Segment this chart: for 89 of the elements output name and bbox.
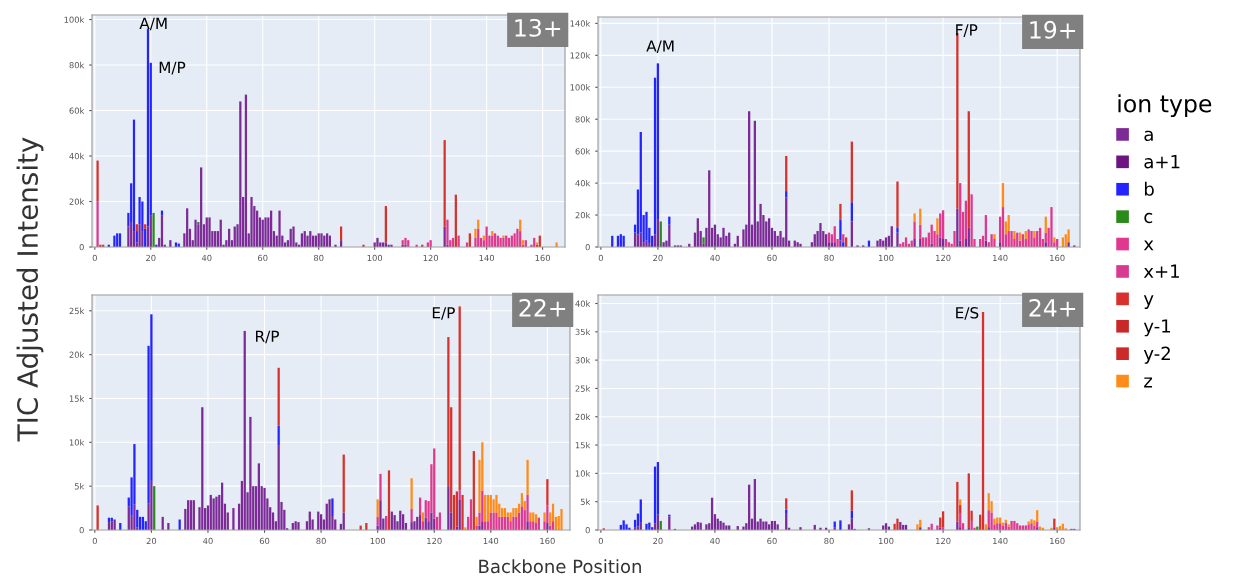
legend-label: z [1144,377,1153,388]
x-tick-label: 160 [1050,254,1065,262]
x-tick-label: 0 [92,537,97,545]
y-tick-label: 60k [69,107,85,114]
y-tick-label: 80k [575,116,591,123]
y-tick-label: 20k [69,351,85,358]
y-tick-label: 15k [575,441,591,449]
annotation: M/P [159,61,186,75]
y-tick-label: 20k [69,198,85,205]
y-tick-label: 30k [575,356,591,364]
annotation: E/P [432,307,455,320]
x-tick-label: 140 [993,254,1008,262]
legend-label: c [1144,212,1153,224]
y-tick-label: 40k [575,300,591,307]
x-tick-label: 160 [1050,537,1065,545]
y-tick-label: 0 [585,243,590,251]
x-tick-label: 80 [313,254,324,262]
x-tick-label: 40 [201,254,212,262]
x-tick-label: 100 [879,254,894,262]
y-tick-label: 20k [575,413,591,421]
y-tick-label: 100k [64,16,85,23]
x-tick-label: 0 [598,254,603,262]
y-tick-label: 5k [580,498,591,505]
y-tick-label: 120k [570,52,591,59]
legend-label: a+1 [1144,154,1180,169]
y-tick-label: 10k [69,439,85,446]
y-tick-label: 60k [575,148,591,155]
annotation: E/S [956,307,979,320]
x-tick-label: 80 [824,254,834,262]
annotation: 22+ [519,298,566,317]
x-tick-label: 20 [653,254,663,262]
x-tick-label: 0 [92,254,97,262]
x-tick-label: 140 [993,537,1008,545]
x-tick-label: 20 [146,254,156,262]
x-tick-label: 140 [483,537,499,545]
legend-label: x [1143,240,1154,251]
x-tick-label: 60 [259,537,270,545]
x-tick-label: 120 [423,254,439,262]
annotation: 19+ [1030,20,1076,39]
legend-label: b [1144,181,1154,196]
y-tick-label: 40k [69,152,85,160]
annotation: F/P [956,24,978,37]
x-tick-label: 60 [767,254,777,262]
legend-label: y-2 [1143,346,1170,364]
y-tick-label: 0 [79,243,84,251]
x-tick-label: 100 [370,537,386,545]
x-tick-label: 60 [767,537,777,545]
x-tick-label: 100 [367,254,383,262]
x-tick-label: 120 [936,537,951,545]
legend-title: ion type [1118,94,1212,118]
x-axis-title: Backbone Position [479,559,641,574]
y-tick-label: 35k [575,328,591,336]
x-tick-label: 40 [710,254,720,262]
x-tick-label: 80 [824,537,834,545]
y-tick-label: 0 [585,526,590,534]
y-tick-label: 0 [79,526,84,534]
x-tick-label: 40 [203,537,213,545]
legend-label: x+1 [1143,264,1179,278]
x-tick-label: 160 [535,254,551,262]
x-tick-label: 100 [879,537,894,545]
y-tick-label: 80k [69,61,85,69]
x-tick-label: 160 [540,537,555,545]
x-tick-label: 20 [653,537,663,545]
y-tick-label: 140k [570,20,591,27]
x-tick-label: 80 [316,537,326,545]
annotation: R/P [256,330,279,344]
annotation: A/M [646,40,674,54]
x-tick-label: 40 [710,537,720,545]
x-tick-label: 20 [146,537,157,545]
annotation: 24+ [1029,298,1076,317]
x-tick-label: 140 [479,254,495,262]
y-axis-title: TIC Adjusted Intensity [16,137,44,442]
y-tick-label: 20k [575,211,591,219]
annotation: A/M [139,17,167,31]
legend-label: y [1143,295,1154,309]
y-tick-label: 100k [570,84,591,91]
y-tick-label: 40k [575,179,591,187]
y-tick-label: 10k [575,470,591,477]
y-tick-label: 25k [575,385,591,392]
legend-label: y-1 [1143,319,1171,337]
x-tick-label: 120 [936,254,951,262]
y-tick-label: 25k [69,307,85,315]
x-tick-label: 60 [258,254,268,262]
annotation: 13+ [515,18,561,37]
legend-label: a [1144,130,1153,142]
y-tick-label: 5k [74,482,85,490]
y-tick-label: 15k [69,395,85,402]
x-tick-label: 120 [427,537,442,545]
x-tick-label: 0 [598,537,603,545]
